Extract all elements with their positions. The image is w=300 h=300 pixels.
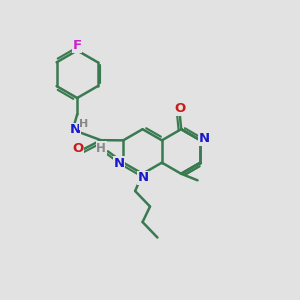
Text: H: H: [96, 142, 106, 155]
Text: N: N: [138, 171, 149, 184]
Text: H: H: [80, 119, 88, 129]
Text: N: N: [113, 157, 125, 170]
Text: O: O: [72, 142, 83, 155]
Text: N: N: [199, 132, 210, 145]
Text: N: N: [70, 123, 81, 136]
Text: F: F: [73, 39, 82, 52]
Text: O: O: [174, 102, 185, 115]
